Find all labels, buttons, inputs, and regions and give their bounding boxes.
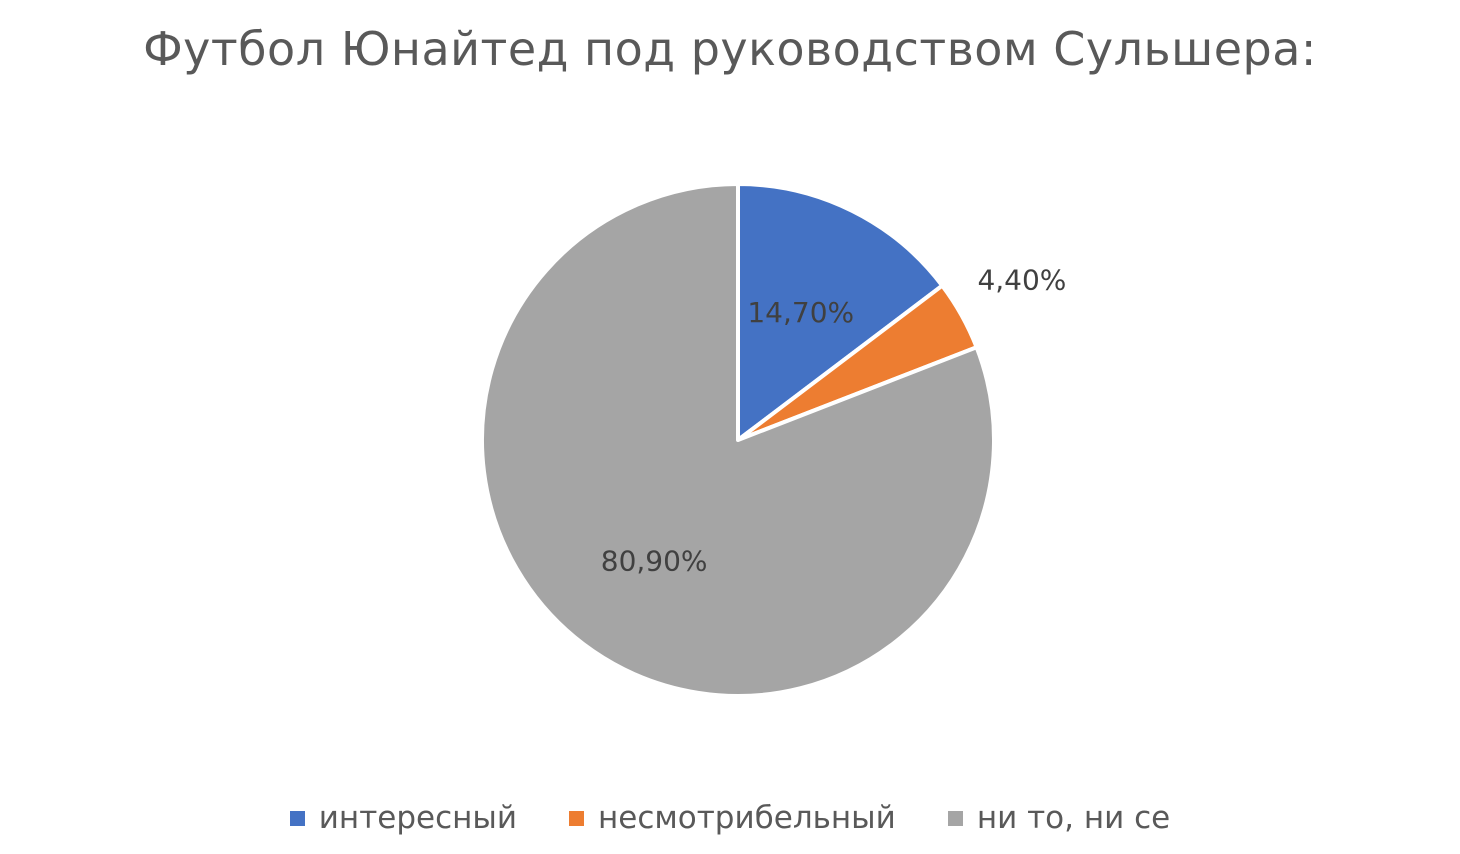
legend-item-neither: ни то, ни се (947, 800, 1171, 836)
legend-swatch-interesting (289, 810, 305, 826)
data-label-unwatchable: 4,40% (977, 264, 1066, 297)
legend-label-unwatchable: несмотрибельный (598, 800, 896, 836)
legend-swatch-neither (947, 810, 963, 826)
pie-chart: 14,70% 4,40% 80,90% (480, 182, 1066, 698)
legend: интересный несмотрибельный ни то, ни се (0, 800, 1460, 836)
legend-swatch-unwatchable (569, 810, 585, 826)
pie-slice-neither (480, 182, 996, 698)
data-label-neither: 80,90% (601, 545, 708, 578)
legend-label-neither: ни то, ни се (976, 800, 1171, 836)
chart-title: Футбол Юнайтед под руководством Сульшера… (143, 22, 1317, 76)
legend-item-unwatchable: несмотрибельный (569, 800, 896, 836)
pie-slice-interesting (736, 182, 945, 442)
legend-item-interesting: интересный (289, 800, 518, 836)
legend-label-interesting: интересный (318, 800, 518, 836)
data-label-interesting: 14,70% (747, 296, 854, 329)
